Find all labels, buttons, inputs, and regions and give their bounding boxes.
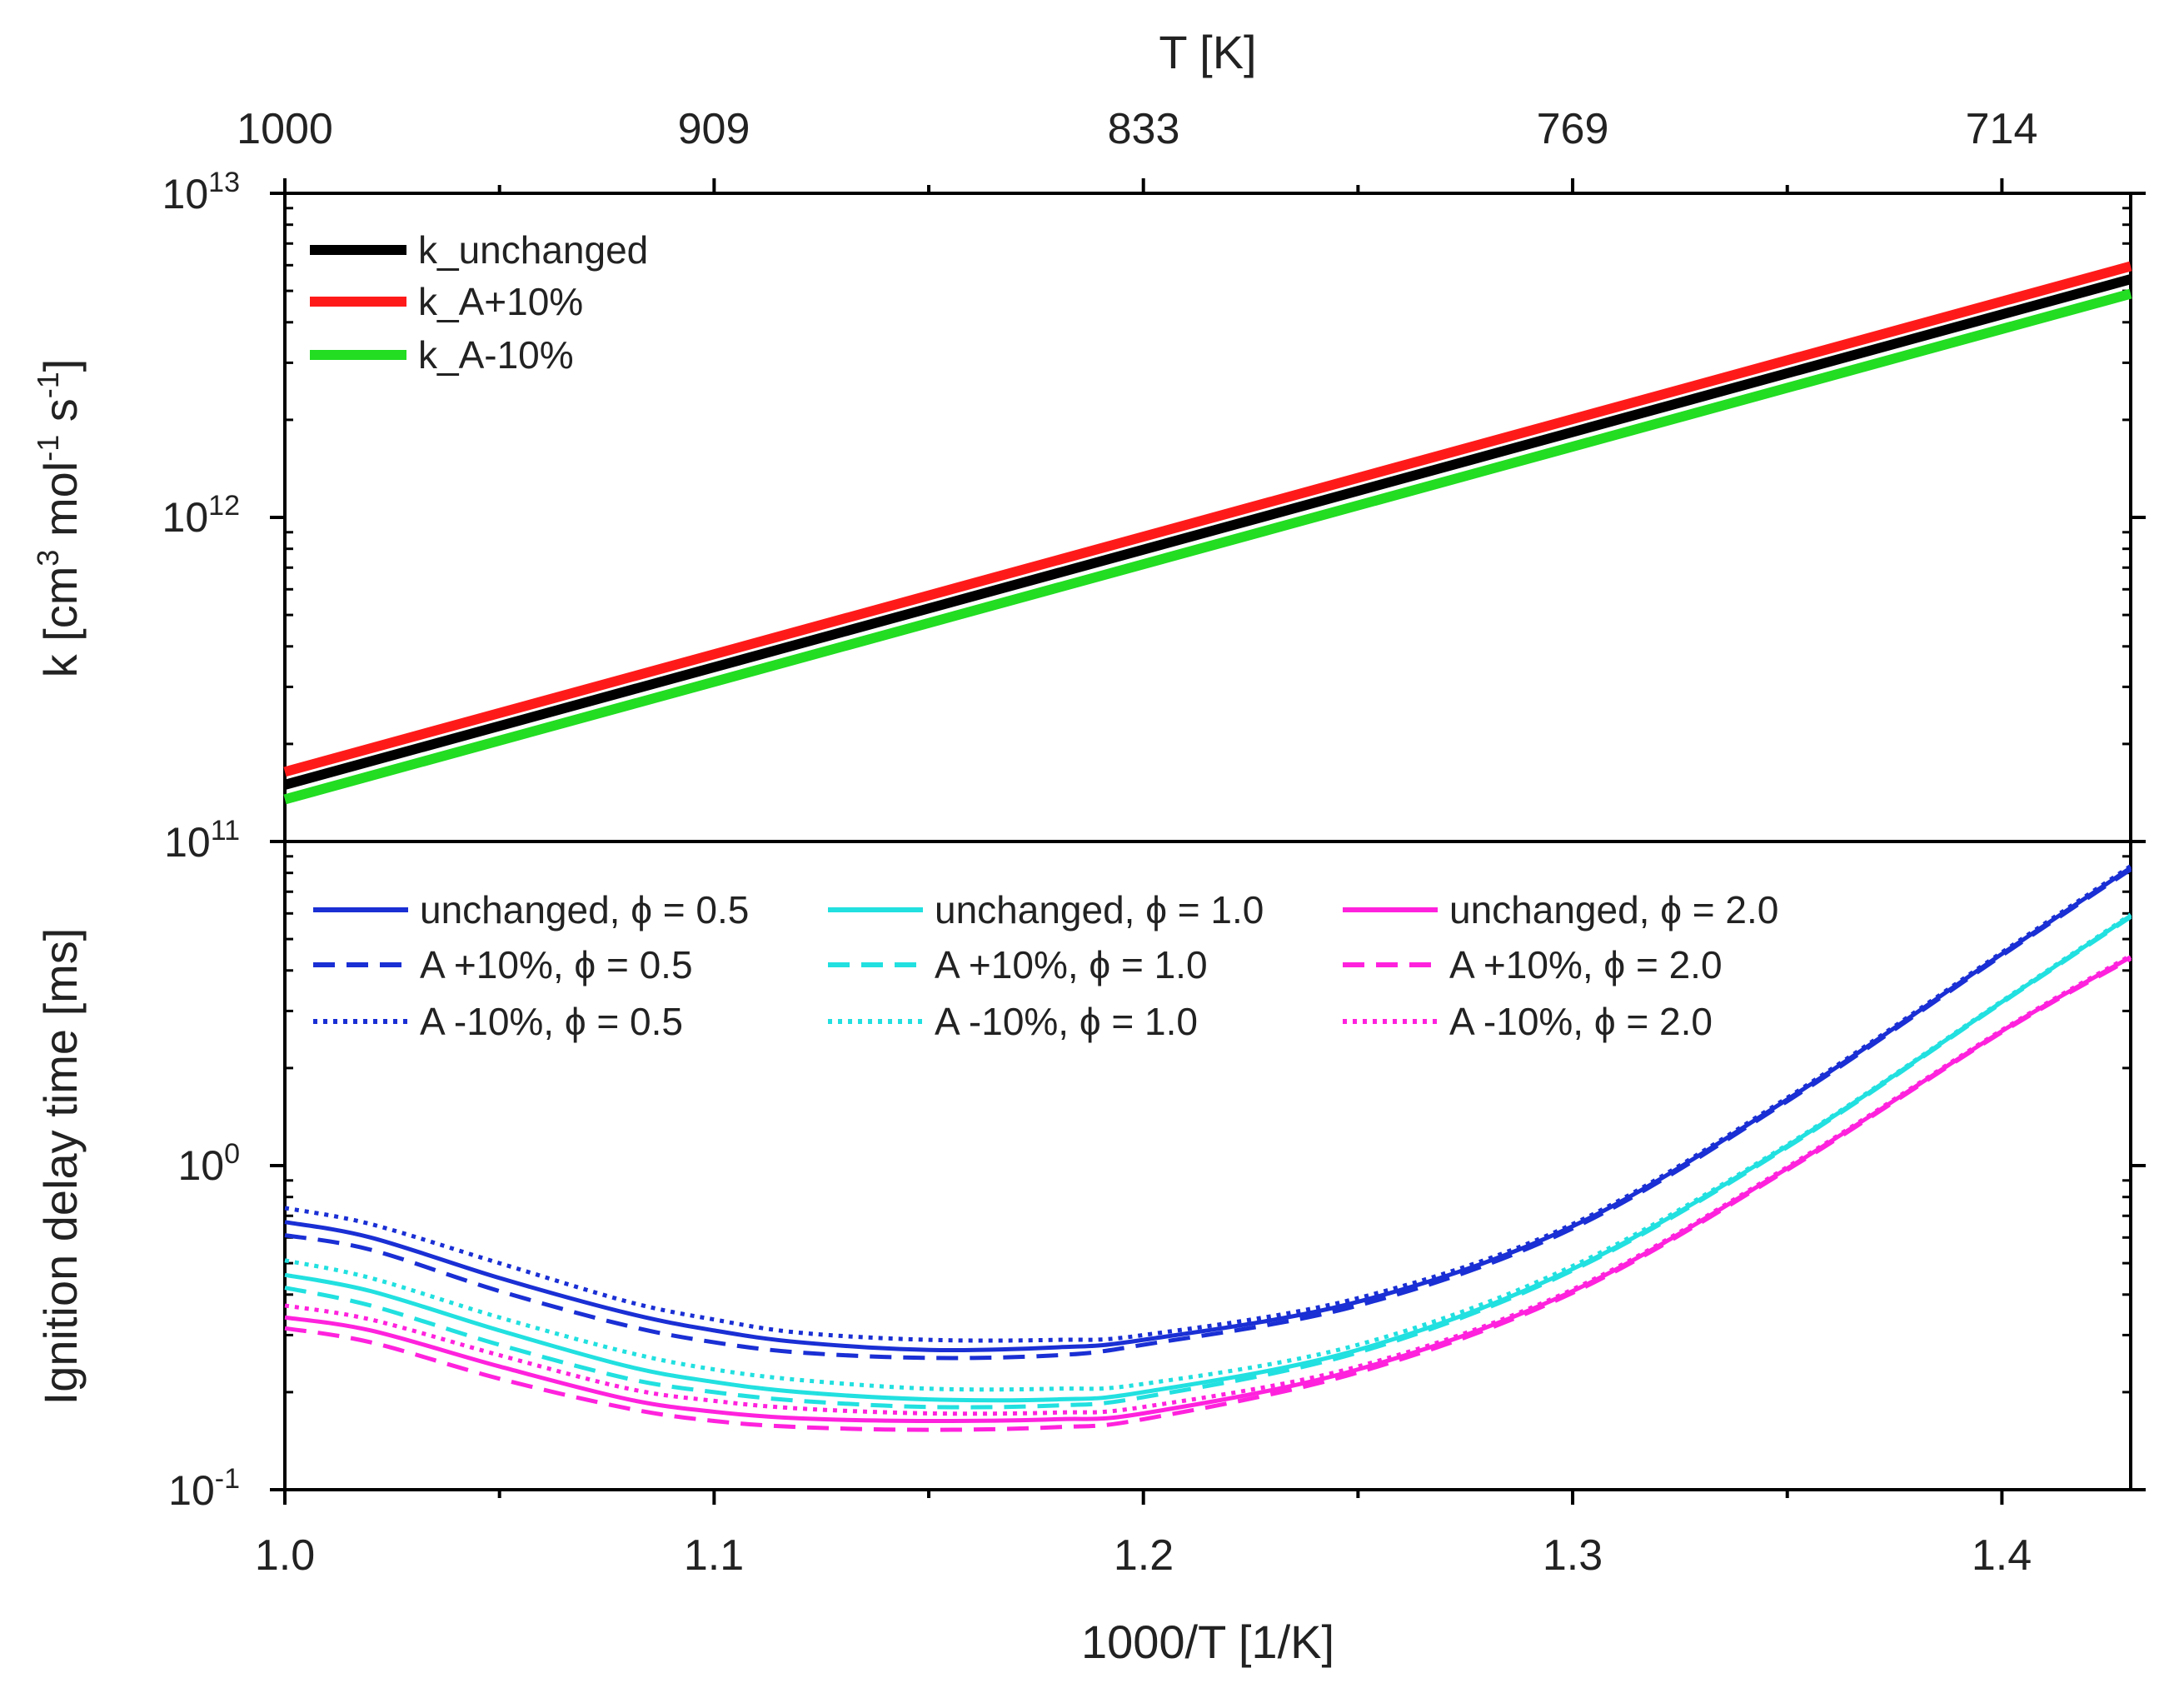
series-curve-2	[284, 864, 2132, 1343]
top-axis-title: T [K]	[1159, 26, 1256, 78]
x-axis-title: 1000/T [1/K]	[1081, 1616, 1334, 1668]
bottom-y-tick-label: 10-1	[168, 1463, 240, 1514]
bottom-y-axis-title: Ignition delay time [ms]	[34, 928, 87, 1406]
legend-label-b10-minus: A -10%, ϕ = 1.0	[935, 1000, 1198, 1043]
legend-label-b20-plus: A +10%, ϕ = 2.0	[1449, 943, 1723, 986]
legend-label-k-unchanged: k_unchanged	[418, 228, 648, 272]
top-series-lines	[283, 261, 2132, 805]
top-ylabel-pre: k [cm	[34, 567, 87, 678]
x-tick-label: 1.3	[1543, 1531, 1603, 1580]
bottom-series-lines	[284, 864, 2132, 1432]
top-y-tick-label: 1012	[162, 490, 240, 541]
legend-label-b20-minus: A -10%, ϕ = 2.0	[1449, 1000, 1713, 1043]
x-tick-label: 1.4	[1972, 1531, 2032, 1580]
top-ylabel-sup3: -1	[31, 372, 65, 398]
top-tick-label: 1000	[237, 105, 333, 153]
series-line-k-a-10-	[283, 261, 2132, 777]
series-line-k-unchanged	[283, 274, 2132, 790]
bottom-y-tick-label: 100	[177, 1138, 240, 1189]
legend-label-b05-plus: A +10%, ϕ = 0.5	[420, 943, 693, 986]
top-y-tick-label: 1011	[164, 815, 240, 866]
top-axis-ticks: 1000 909 833 769 714	[237, 105, 2037, 153]
top-tick-label: 909	[678, 105, 750, 153]
top-tick-label: 833	[1108, 105, 1180, 153]
legend-label-b20-unchanged: unchanged, ϕ = 2.0	[1449, 888, 1778, 931]
top-legend: k_unchanged k_A+10% k_A-10%	[310, 228, 648, 377]
top-ylabel-mid1: mol	[34, 462, 87, 550]
bottom-axis-ticks: 1.0 1.1 1.2 1.3 1.4	[255, 1531, 2032, 1580]
tick-marks	[270, 178, 2146, 1505]
top-tick-label: 714	[1966, 105, 2038, 153]
x-tick-label: 1.0	[255, 1531, 315, 1580]
bottom-legend: unchanged, ϕ = 0.5 A +10%, ϕ = 0.5 A -10…	[313, 888, 1778, 1043]
legend-label-b05-unchanged: unchanged, ϕ = 0.5	[420, 888, 749, 931]
legend-label-k-plus: k_A+10%	[418, 280, 583, 323]
legend-label-b10-unchanged: unchanged, ϕ = 1.0	[935, 888, 1264, 931]
top-ylabel-mid2: s	[34, 398, 87, 435]
legend-label-k-minus: k_A-10%	[418, 333, 574, 377]
series-curve-4	[284, 915, 2132, 1410]
x-tick-label: 1.2	[1114, 1531, 1174, 1580]
series-curve-0	[284, 866, 2132, 1352]
legend-label-b05-minus: A -10%, ϕ = 0.5	[420, 1000, 683, 1043]
top-tick-label: 769	[1537, 105, 1609, 153]
legend-label-b10-plus: A +10%, ϕ = 1.0	[935, 943, 1208, 986]
top-y-axis-title: k [cm3 mol-1 s-1]	[31, 359, 87, 678]
series-curve-5	[284, 912, 2132, 1392]
top-ylabel-sup1: 3	[31, 550, 65, 567]
top-ylabel-sup2: -1	[31, 435, 65, 462]
top-y-tick-label: 1013	[162, 167, 240, 217]
x-tick-label: 1.1	[684, 1531, 744, 1580]
series-curve-1	[284, 867, 2132, 1361]
series-curve-7	[284, 956, 2132, 1432]
top-ylabel-post: ]	[34, 359, 87, 372]
series-line-k-a-10-	[283, 288, 2132, 805]
